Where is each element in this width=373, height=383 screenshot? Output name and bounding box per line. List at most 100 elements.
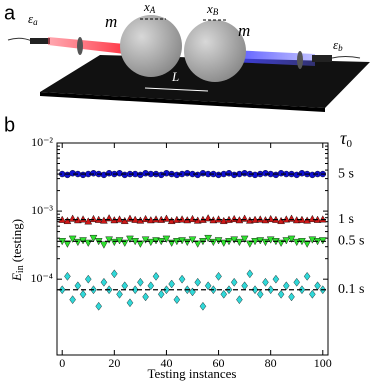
- point: [110, 238, 119, 247]
- point: [95, 301, 102, 311]
- point: [236, 295, 243, 305]
- eps-b: εb: [333, 37, 343, 53]
- eps-a: εa: [28, 11, 38, 27]
- point: [188, 214, 197, 223]
- sphere-b: [184, 20, 246, 82]
- series-label: 1 s: [338, 212, 354, 227]
- point: [178, 215, 186, 223]
- symbol: x: [206, 1, 213, 16]
- point: [220, 289, 228, 299]
- point: [256, 215, 265, 223]
- point: [189, 287, 196, 297]
- laser-left: [30, 38, 50, 44]
- fiber: [7, 37, 33, 42]
- beam-blue: [230, 50, 315, 66]
- point: [162, 214, 171, 222]
- point: [79, 215, 87, 223]
- mass-label: m: [105, 12, 117, 31]
- point: [126, 235, 134, 243]
- y-axis-label: Ein (testing): [9, 219, 26, 282]
- symbol: ε: [28, 11, 34, 26]
- point: [146, 238, 155, 247]
- y-tick-label: 10⁻³: [31, 203, 53, 217]
- point: [69, 295, 76, 305]
- subscript: in: [15, 265, 26, 273]
- point: [147, 281, 155, 291]
- point: [111, 269, 118, 279]
- panel-label: b: [4, 114, 15, 136]
- xa-label: xA: [143, 0, 156, 15]
- point: [235, 238, 244, 247]
- point: [230, 277, 238, 287]
- point: [141, 236, 150, 244]
- point: [64, 272, 71, 281]
- x-tick-label: 20: [108, 356, 120, 370]
- xb-label: xB: [206, 1, 219, 17]
- point: [121, 281, 128, 291]
- point: [100, 241, 108, 249]
- point: [105, 236, 113, 244]
- x-tick-label: 40: [160, 356, 172, 370]
- distance-label: L: [171, 69, 179, 84]
- point: [262, 277, 269, 287]
- point: [74, 238, 82, 247]
- point: [309, 289, 316, 299]
- mass-label: m: [238, 21, 250, 40]
- point: [173, 295, 181, 305]
- point: [131, 285, 139, 295]
- point: [162, 235, 171, 243]
- x-tick-label: 60: [213, 356, 225, 370]
- legend-title: τ0: [340, 128, 352, 149]
- x-axis-label: Testing instances: [148, 366, 237, 381]
- x-tick-label: 100: [314, 356, 332, 370]
- point: [314, 281, 321, 291]
- point: [204, 234, 212, 243]
- y-tick-label: 10⁻⁴: [30, 271, 53, 285]
- point: [120, 216, 129, 225]
- point: [272, 274, 280, 284]
- x-tick-label: 80: [265, 356, 277, 370]
- panel-label: a: [4, 2, 16, 24]
- subscript: A: [149, 5, 156, 15]
- point: [261, 238, 270, 247]
- point: [137, 277, 144, 287]
- point: [84, 217, 93, 225]
- laser-right: [312, 55, 332, 62]
- point: [121, 171, 128, 179]
- point: [79, 289, 87, 299]
- point: [194, 277, 201, 287]
- point: [246, 269, 254, 279]
- point: [199, 301, 207, 311]
- point: [293, 277, 300, 287]
- lens-right: [297, 51, 303, 69]
- point: [267, 285, 274, 295]
- point: [230, 214, 239, 223]
- point: [303, 272, 311, 281]
- platform: [40, 55, 370, 108]
- subscript: a: [33, 17, 38, 27]
- beam-red: [48, 37, 125, 54]
- point: [288, 292, 295, 302]
- point: [68, 214, 77, 222]
- point: [163, 285, 170, 295]
- x-tick-label: 0: [59, 356, 65, 370]
- point: [126, 214, 134, 222]
- lens-left: [77, 37, 83, 55]
- series-label: 0.5 s: [338, 234, 364, 249]
- point: [63, 216, 72, 225]
- symbol: τ: [340, 128, 347, 148]
- point: [292, 238, 301, 247]
- y-tick-label: 10⁻²: [31, 135, 53, 149]
- point: [283, 281, 290, 291]
- symbol: E: [9, 273, 24, 282]
- sphere-a: [120, 15, 182, 77]
- point: [215, 272, 222, 281]
- fiber: [331, 56, 361, 59]
- point: [157, 289, 165, 299]
- point: [318, 215, 327, 223]
- point: [85, 274, 92, 284]
- arrow-l: [144, 87, 209, 92]
- point: [241, 281, 248, 291]
- subscript: b: [338, 43, 343, 53]
